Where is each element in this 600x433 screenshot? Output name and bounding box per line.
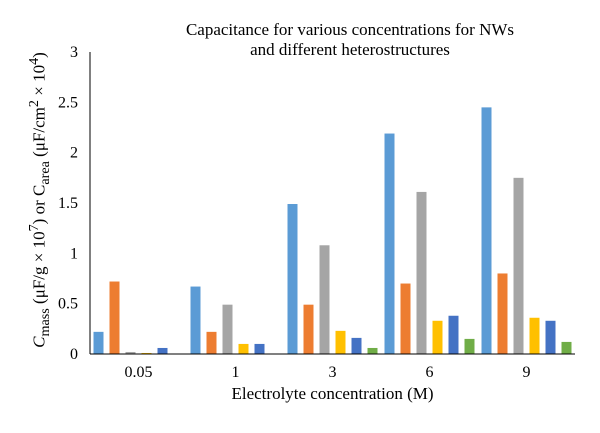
bar-series-4-cat-9 [529, 317, 540, 354]
x-ticks-layer: 0.05 1 3 6 9 [125, 364, 531, 381]
bar-series-1-cat-1 [190, 286, 201, 354]
y-label-sup-2: 2 [25, 100, 42, 108]
bar-series-2-cat-9 [497, 273, 508, 354]
y-tick-label: 2.5 [58, 94, 78, 111]
y-label-prefix: C [29, 336, 49, 348]
bar-series-1-cat-9 [481, 107, 492, 355]
y-label-mid4: × 10 [29, 64, 49, 100]
y-axis-label-text: Cmass (μF/g × 107) or Carea (μF/cm2 × 10… [26, 52, 54, 348]
y-tick-label: 0.5 [58, 296, 78, 313]
bar-series-5-cat-6 [448, 315, 459, 354]
x-axis-label: Electrolyte concentration (M) [231, 384, 434, 403]
bar-series-4-cat-6 [432, 320, 443, 354]
y-label-suffix: ) [29, 52, 49, 58]
bar-series-4-cat-3 [335, 330, 346, 354]
chart-title-line-2: and different heterostructures [250, 40, 450, 59]
y-ticks-layer: 0 0.5 1 1.5 2 2.5 3 [58, 44, 78, 363]
bar-series-6-cat-9 [561, 341, 572, 354]
bar-series-2-cat-3 [303, 304, 314, 354]
y-label-mid3: (μF/cm [29, 107, 49, 162]
y-tick-label: 0 [70, 346, 78, 363]
bar-series-3-cat-3 [319, 245, 330, 354]
y-label-sup-4: 4 [25, 57, 42, 65]
bar-series-3-cat-6 [416, 191, 427, 354]
bar-series-5-cat-0.05 [157, 347, 168, 354]
y-label-sub-area: area [37, 161, 54, 185]
x-tick-label: 3 [329, 364, 337, 381]
bar-series-6-cat-3 [367, 347, 378, 354]
bars-layer [93, 107, 572, 355]
y-tick-label: 1 [70, 245, 78, 262]
bar-series-3-cat-0.05 [125, 351, 136, 354]
y-tick-label: 2 [70, 145, 78, 162]
bar-series-5-cat-3 [351, 337, 362, 354]
y-tick-label: 3 [70, 44, 78, 61]
bar-series-4-cat-0.05 [141, 352, 152, 354]
bar-series-2-cat-0.05 [109, 281, 120, 354]
bar-series-1-cat-3 [287, 204, 298, 354]
bar-series-1-cat-6 [384, 133, 395, 354]
bar-series-6-cat-6 [464, 338, 475, 354]
bar-series-5-cat-1 [254, 343, 265, 354]
y-tick-label: 1.5 [58, 195, 78, 212]
bar-series-2-cat-1 [206, 331, 217, 354]
x-tick-label: 0.05 [125, 364, 153, 381]
y-label-sup-7: 7 [25, 224, 42, 232]
x-tick-label: 6 [426, 364, 434, 381]
bar-series-5-cat-9 [545, 320, 556, 354]
y-label-sub-mass: mass [37, 308, 54, 337]
x-tick-label: 9 [523, 364, 531, 381]
bar-series-3-cat-9 [513, 177, 524, 354]
chart-title-line-1: Capacitance for various concentrations f… [185, 20, 515, 39]
bar-series-2-cat-6 [400, 283, 411, 354]
bar-series-3-cat-1 [222, 304, 233, 354]
y-label-mid1: (μF/g × 10 [29, 231, 49, 309]
bar-series-1-cat-0.05 [93, 331, 104, 354]
x-tick-label: 1 [232, 364, 240, 381]
bar-series-4-cat-1 [238, 343, 249, 354]
y-label-mid2: ) or C [29, 184, 49, 225]
